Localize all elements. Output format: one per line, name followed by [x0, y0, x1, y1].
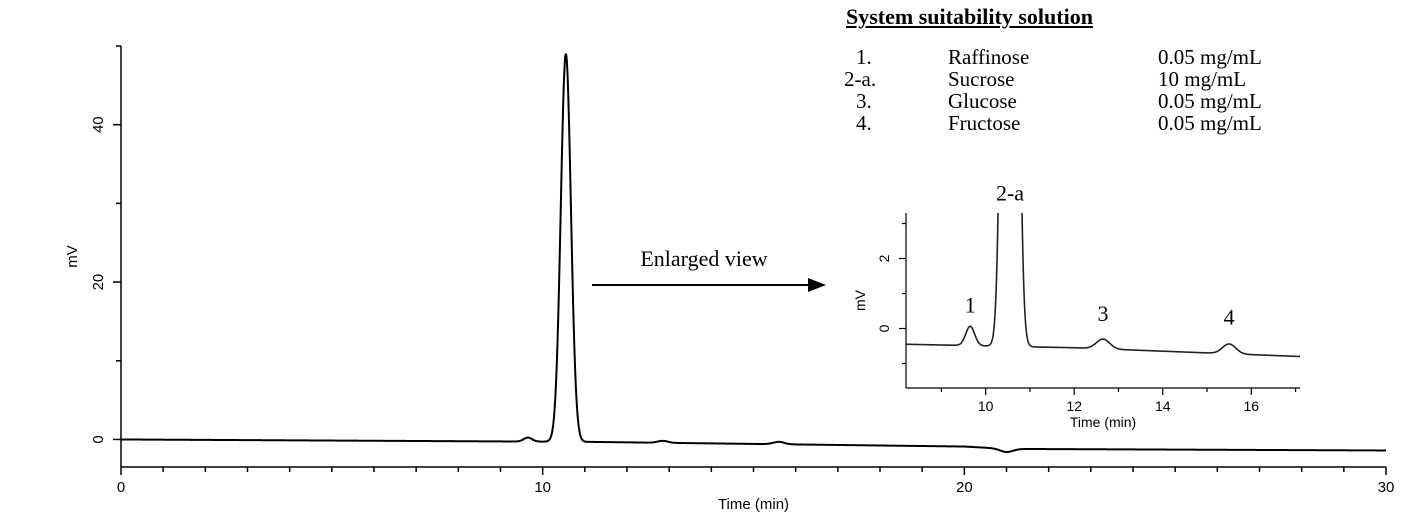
x-tick-label: 14 — [1155, 398, 1171, 414]
annotation-arrow-head — [808, 278, 826, 292]
y-tick-label: 20 — [90, 274, 107, 291]
annotation-layer: Enlarged view — [592, 246, 826, 292]
y-axis-label: mV — [64, 245, 81, 268]
y-tick-label: 2 — [876, 254, 892, 262]
x-tick-label: 10 — [534, 479, 551, 496]
y-tick-label: 0 — [90, 435, 107, 443]
y-tick-label: 40 — [90, 116, 107, 133]
legend-item-conc: 0.05 mg/mL — [1158, 111, 1262, 135]
peak-label: 1 — [965, 292, 976, 317]
x-tick-label: 0 — [117, 479, 125, 496]
legend-item-num: 1. — [856, 45, 872, 69]
legend-item-conc: 0.05 mg/mL — [1158, 89, 1262, 113]
legend-item-name: Raffinose — [948, 45, 1030, 69]
peak-label: 3 — [1098, 301, 1109, 326]
legend-item-conc: 10 mg/mL — [1158, 67, 1247, 91]
legend-item-num: 4. — [856, 111, 872, 135]
peak-label: 2-a — [996, 180, 1024, 205]
x-tick-label: 10 — [978, 398, 994, 414]
chromatogram-trace — [906, 213, 1300, 358]
legend-title: System suitability solution — [846, 4, 1093, 29]
annotation-enlarged-view: Enlarged view — [640, 246, 767, 271]
inset-chart: 10 12 14 16 0 2 Time (min) mV 1 2-a 3 4 — [852, 180, 1300, 430]
legend-item-name: Fructose — [948, 111, 1021, 135]
x-tick-label: 16 — [1244, 398, 1260, 414]
legend-item-num: 2-a. — [844, 67, 877, 91]
y-axis-label: mV — [852, 289, 868, 311]
x-axis-label: Time (min) — [1070, 414, 1136, 430]
legend-item-num: 3. — [856, 89, 872, 113]
x-tick-label: 30 — [1378, 479, 1395, 496]
x-axis-label: Time (min) — [718, 496, 789, 513]
legend-item-conc: 0.05 mg/mL — [1158, 45, 1262, 69]
legend-item-name: Glucose — [948, 89, 1017, 113]
legend-item-name: Sucrose — [948, 67, 1015, 91]
x-tick-label: 12 — [1066, 398, 1082, 414]
x-tick-label: 20 — [956, 479, 973, 496]
chromatogram-trace — [121, 53, 1386, 454]
peak-label: 4 — [1224, 305, 1235, 330]
y-tick-label: 0 — [876, 324, 892, 332]
